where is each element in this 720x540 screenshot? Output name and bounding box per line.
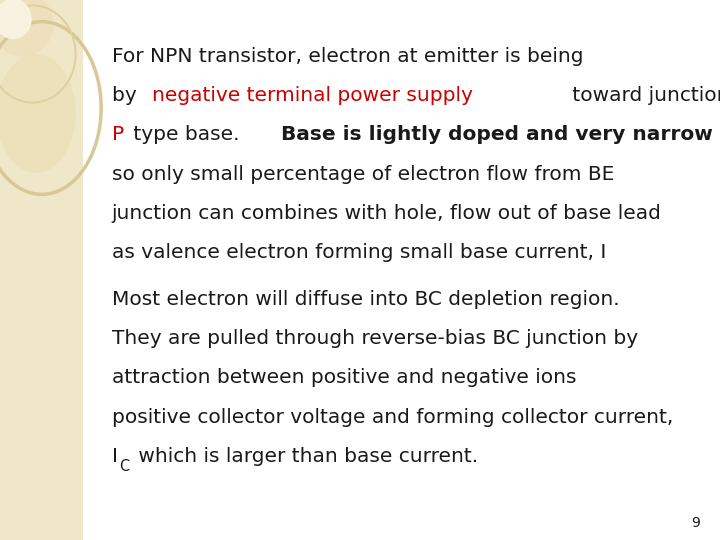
Text: which is larger than base current.: which is larger than base current. — [132, 447, 479, 465]
Text: positive collector voltage and forming collector current,: positive collector voltage and forming c… — [112, 408, 673, 427]
Text: P: P — [112, 125, 124, 144]
FancyBboxPatch shape — [0, 0, 83, 540]
Text: They are pulled through reverse-bias BC junction by: They are pulled through reverse-bias BC … — [112, 329, 638, 348]
Ellipse shape — [0, 0, 32, 39]
Text: i.e.: i.e. — [719, 368, 720, 387]
Ellipse shape — [0, 54, 76, 173]
Text: Most electron will diffuse into BC depletion region.: Most electron will diffuse into BC deple… — [112, 290, 619, 309]
Text: attraction between positive and negative ions: attraction between positive and negative… — [112, 368, 582, 387]
Text: toward junction into: toward junction into — [566, 86, 720, 105]
Text: 9: 9 — [691, 516, 700, 530]
Text: type base.: type base. — [127, 125, 246, 144]
Text: by: by — [112, 86, 143, 105]
Text: Base is lightly doped and very narrow: Base is lightly doped and very narrow — [281, 125, 713, 144]
Text: negative terminal power supply: negative terminal power supply — [152, 86, 472, 105]
Text: C: C — [120, 460, 130, 475]
Text: For NPN transistor, electron at emitter is being: For NPN transistor, electron at emitter … — [112, 47, 590, 66]
Text: as valence electron forming small base current, I: as valence electron forming small base c… — [112, 243, 606, 262]
Text: so only small percentage of electron flow from BE: so only small percentage of electron flo… — [112, 165, 614, 184]
Text: junction can combines with hole, flow out of base lead: junction can combines with hole, flow ou… — [112, 204, 662, 222]
Text: I: I — [112, 447, 117, 465]
Ellipse shape — [0, 0, 53, 57]
